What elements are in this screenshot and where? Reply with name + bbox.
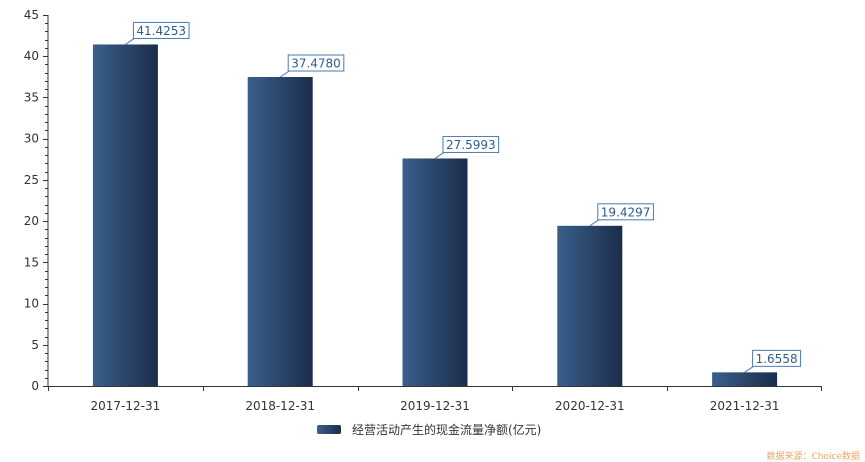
x-tick-label: 2021-12-31 bbox=[710, 399, 780, 413]
data-label-box bbox=[132, 21, 190, 39]
data-label: 19.4297 bbox=[601, 205, 651, 219]
y-tick-label: 20 bbox=[24, 214, 39, 228]
data-label: 27.5993 bbox=[446, 138, 496, 152]
data-label-leader bbox=[589, 219, 600, 227]
x-tick-label: 2017-12-31 bbox=[91, 399, 161, 413]
y-axis: 0 5 10 15 20 25 30 35 40 45 bbox=[24, 8, 49, 393]
y-tick-label: 45 bbox=[24, 8, 39, 22]
source-note: 数据来源：Choice数据 bbox=[767, 450, 860, 462]
data-label: 1.6558 bbox=[756, 352, 798, 366]
data-label-box bbox=[287, 54, 345, 72]
legend-label[interactable]: 经营活动产生的现金流量净额(亿元) bbox=[352, 422, 541, 437]
bar[interactable] bbox=[247, 77, 313, 386]
data-label-leader bbox=[744, 365, 754, 373]
bar[interactable] bbox=[92, 44, 158, 387]
y-tick-label: 10 bbox=[24, 297, 39, 311]
data-label-box bbox=[597, 203, 654, 221]
data-label-leader bbox=[125, 38, 135, 45]
data-label-box bbox=[442, 135, 500, 153]
data-label-leader bbox=[434, 152, 445, 159]
data-label: 37.4780 bbox=[291, 57, 341, 71]
data-label-box bbox=[752, 349, 802, 367]
x-axis: 2017-12-31 2018-12-31 2019-12-31 2020-12-31… bbox=[48, 386, 822, 413]
y-tick-label: 40 bbox=[24, 49, 39, 63]
legend-swatch[interactable] bbox=[317, 425, 341, 434]
bar[interactable] bbox=[712, 372, 778, 386]
bars bbox=[92, 44, 778, 387]
y-tick-label: 35 bbox=[24, 90, 39, 104]
y-tick-label: 5 bbox=[31, 338, 39, 352]
data-labels: 41.4253 37.4780 27.5993 19.4297 1.6558 bbox=[125, 21, 802, 373]
data-label: 41.4253 bbox=[136, 24, 186, 38]
x-tick-label: 2019-12-31 bbox=[400, 399, 470, 413]
y-tick-label: 30 bbox=[24, 132, 39, 146]
y-tick-label: 0 bbox=[31, 379, 39, 393]
bar[interactable] bbox=[557, 225, 623, 386]
bar[interactable] bbox=[402, 158, 468, 386]
y-tick-label: 15 bbox=[24, 255, 39, 269]
x-tick-label: 2018-12-31 bbox=[245, 399, 315, 413]
y-tick-label: 25 bbox=[24, 173, 39, 187]
data-label-leader bbox=[279, 70, 290, 78]
x-tick-label: 2020-12-31 bbox=[555, 399, 625, 413]
legend[interactable]: 经营活动产生的现金流量净额(亿元) bbox=[317, 422, 541, 437]
